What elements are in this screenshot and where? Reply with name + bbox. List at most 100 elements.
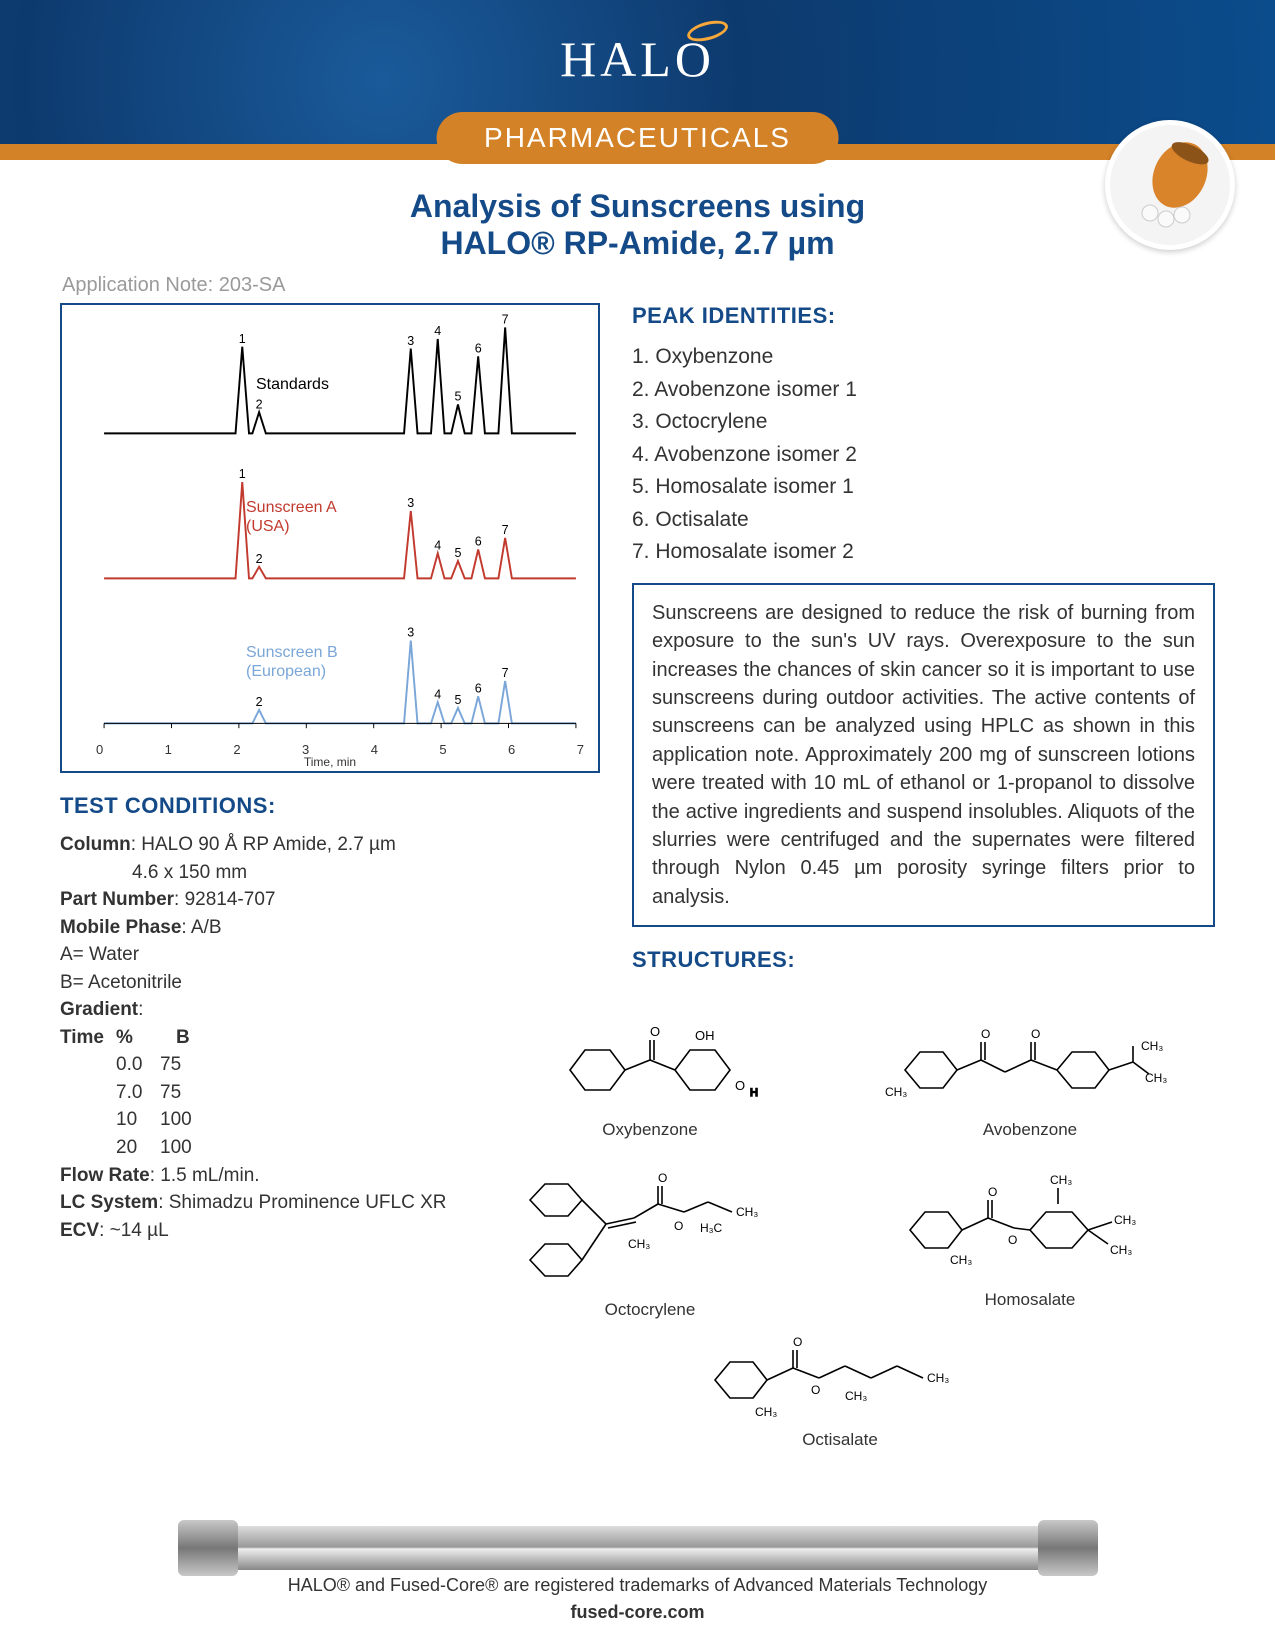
test-conditions-heading: TEST CONDITIONS: [60, 793, 600, 819]
peak-identity-item: 1. Oxybenzone [632, 341, 1215, 374]
peak-identity-item: 2. Avobenzone isomer 1 [632, 374, 1215, 407]
chromatogram-trace: 1234567 Sunscreen A (USA) [96, 458, 584, 588]
molecule-icon: O O CH₃ CH₃ CH₃ CH₃ [890, 1160, 1170, 1290]
flow-rate-label: Flow Rate [60, 1165, 150, 1186]
gradient-time: 20 [60, 1134, 160, 1162]
svg-text:1: 1 [239, 467, 246, 481]
gradient-b: 75 [160, 1079, 240, 1107]
structure-octisalate: O O CH₃ CH₃ CH₃ Octisalate [690, 1320, 990, 1450]
svg-text:2: 2 [256, 397, 263, 411]
gradient-row: 0.075 [60, 1051, 256, 1079]
svg-text:O: O [658, 1171, 667, 1185]
trace-label: Sunscreen A (USA) [246, 498, 337, 536]
x-tick: 7 [577, 742, 584, 757]
application-note-id: Application Note: 203-SA [62, 274, 1275, 297]
svg-text:4: 4 [434, 538, 441, 552]
svg-text:H₃C: H₃C [700, 1221, 723, 1235]
gradient-time: 7.0 [60, 1079, 160, 1107]
svg-text:CH₃: CH₃ [845, 1389, 867, 1403]
mobile-b: B= Acetonitrile [60, 969, 600, 997]
lc-system-value: : Shimadzu Prominence UFLC XR [158, 1192, 446, 1213]
molecule-icon: O O CH₃ CH₃ CH₃ [695, 1320, 985, 1430]
x-tick: 0 [96, 742, 103, 757]
svg-text:OH: OH [695, 1028, 715, 1043]
x-tick: 4 [371, 742, 378, 757]
gradient-header-pct: % [116, 1027, 133, 1048]
svg-text:5: 5 [454, 546, 461, 560]
gradient-label: Gradient [60, 999, 138, 1020]
svg-text:4: 4 [434, 324, 441, 338]
peak-identity-item: 3. Octocrylene [632, 406, 1215, 439]
svg-text:O: O [674, 1219, 683, 1233]
peak-identity-item: 6. Octisalate [632, 504, 1215, 537]
structure-homosalate: O O CH₃ CH₃ CH₃ CH₃ Homosalate [880, 1160, 1180, 1310]
gradient-b: 100 [160, 1134, 240, 1162]
molecule-icon: CH₃ O O CH₃ CH₃ [885, 1010, 1175, 1120]
structure-label: Octocrylene [500, 1300, 800, 1320]
svg-text:2: 2 [256, 552, 263, 566]
peak-identities-list: 1. Oxybenzone2. Avobenzone isomer 13. Oc… [632, 341, 1215, 569]
hplc-column-image [188, 1526, 1088, 1570]
svg-text:7: 7 [502, 666, 509, 680]
svg-text:O: O [1008, 1233, 1017, 1247]
structures-panel: OH O O H Oxybenzone CH₃ O O CH₃ CH₃ Avob… [500, 1010, 1180, 1470]
column-dimensions: 4.6 x 150 mm [132, 859, 600, 887]
svg-text:3: 3 [407, 334, 414, 348]
gradient-row: 10100 [60, 1106, 256, 1134]
svg-text:H: H [750, 1087, 758, 1099]
gradient-time: 0.0 [60, 1051, 160, 1079]
svg-text:O: O [793, 1335, 802, 1349]
molecule-icon: OH O O H [540, 1010, 760, 1120]
svg-text:CH₃: CH₃ [927, 1371, 949, 1385]
x-tick: 2 [233, 742, 240, 757]
ecv-value: : ~14 µL [99, 1220, 169, 1241]
gradient-b: 100 [160, 1106, 240, 1134]
structure-label: Octisalate [690, 1430, 990, 1450]
svg-text:CH₃: CH₃ [950, 1253, 972, 1267]
peak-identity-item: 7. Homosalate isomer 2 [632, 536, 1215, 569]
lc-system-label: LC System [60, 1192, 158, 1213]
svg-text:CH₃: CH₃ [1114, 1213, 1136, 1227]
svg-text:7: 7 [502, 523, 509, 537]
x-tick: 5 [439, 742, 446, 757]
trace-label: Sunscreen B (European) [246, 643, 338, 681]
trademark-line: HALO® and Fused-Core® are registered tra… [0, 1572, 1275, 1599]
chromatogram-trace: 234567 Sunscreen B (European) [96, 603, 584, 733]
peak-identity-item: 5. Homosalate isomer 1 [632, 471, 1215, 504]
svg-text:3: 3 [407, 626, 414, 640]
flow-rate-value: : 1.5 mL/min. [150, 1165, 260, 1186]
footer: HALO® and Fused-Core® are registered tra… [0, 1572, 1275, 1626]
svg-text:5: 5 [454, 693, 461, 707]
x-tick: 6 [508, 742, 515, 757]
svg-text:CH₃: CH₃ [885, 1085, 907, 1099]
svg-text:CH₃: CH₃ [736, 1205, 758, 1219]
brand-logo: HALO [560, 30, 715, 88]
svg-text:6: 6 [475, 341, 482, 355]
svg-text:1: 1 [239, 332, 246, 346]
product-image-circle [1105, 120, 1235, 250]
svg-text:CH₃: CH₃ [1050, 1173, 1072, 1187]
structure-label: Homosalate [880, 1290, 1180, 1310]
mobile-phase-label: Mobile Phase [60, 917, 181, 938]
svg-text:O: O [811, 1383, 820, 1397]
svg-text:O: O [650, 1024, 660, 1039]
gradient-row: 20100 [60, 1134, 256, 1162]
title-line-1: Analysis of Sunscreens using [0, 188, 1275, 225]
svg-text:O: O [735, 1078, 745, 1093]
gradient-time: 10 [60, 1106, 160, 1134]
part-number-label: Part Number [60, 889, 174, 910]
description-box: Sunscreens are designed to reduce the ri… [632, 583, 1215, 927]
structure-label: Avobenzone [880, 1120, 1180, 1140]
molecule-icon: O O CH₃ H₃C CH₃ [510, 1160, 790, 1300]
x-axis-label: Time, min [304, 755, 356, 769]
pill-bottle-icon [1120, 135, 1220, 235]
structure-octocrylene: O O CH₃ H₃C CH₃ Octocrylene [500, 1160, 800, 1320]
chromatogram-figure: 1234567 Standards 1234567 Sunscreen A (U… [60, 303, 600, 773]
svg-text:4: 4 [434, 687, 441, 701]
svg-text:CH₃: CH₃ [628, 1237, 650, 1251]
gradient-header-b: B [176, 1027, 190, 1048]
column-value: : HALO 90 Å RP Amide, 2.7 µm [131, 834, 396, 855]
title-line-2: HALO® RP-Amide, 2.7 µm [0, 225, 1275, 262]
chromatogram-trace: 1234567 Standards [96, 313, 584, 443]
svg-text:CH₃: CH₃ [1145, 1071, 1167, 1085]
